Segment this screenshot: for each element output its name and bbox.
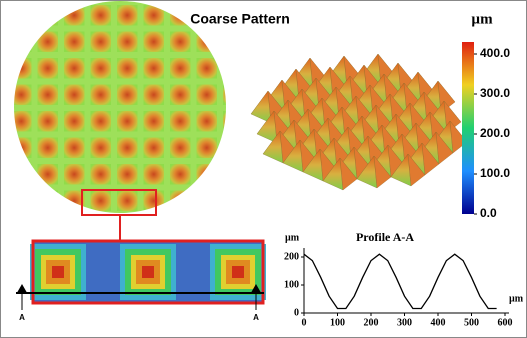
colorbar-label: 100.0 [480, 166, 510, 180]
zoom-cell [232, 266, 244, 278]
colorbar [462, 42, 474, 214]
colorbar-label: 400.0 [480, 46, 510, 60]
x-tick-label: 0 [302, 317, 307, 328]
x-tick-label: 200 [364, 317, 379, 328]
y-tick-label: 0 [294, 307, 299, 318]
zoom-cell [52, 266, 64, 278]
x-tick-label: 300 [397, 317, 412, 328]
colorbar-label: 200.0 [480, 126, 510, 140]
x-tick-label: 400 [431, 317, 446, 328]
section-label: A [19, 313, 25, 322]
x-axis-label: µm [509, 293, 524, 304]
colorbar-label: 300.0 [480, 86, 510, 100]
y-axis-label: µm [285, 232, 300, 243]
figure-title: Coarse Pattern [190, 11, 290, 27]
section-label: A [253, 313, 259, 322]
colorbar-unit: µm [471, 11, 493, 27]
zoom-cell [142, 266, 154, 278]
x-tick-label: 600 [498, 317, 513, 328]
figure: Coarse Pattern µm 400.0 300.0 200.0 100.0 0.… [0, 0, 527, 338]
y-tick-label: 100 [284, 279, 299, 290]
y-tick-label: 200 [284, 251, 299, 262]
x-tick-label: 100 [330, 317, 345, 328]
chart-title: Profile A-A [356, 230, 414, 244]
x-tick-label: 500 [464, 317, 479, 328]
colorbar-label: 0.0 [480, 206, 497, 220]
